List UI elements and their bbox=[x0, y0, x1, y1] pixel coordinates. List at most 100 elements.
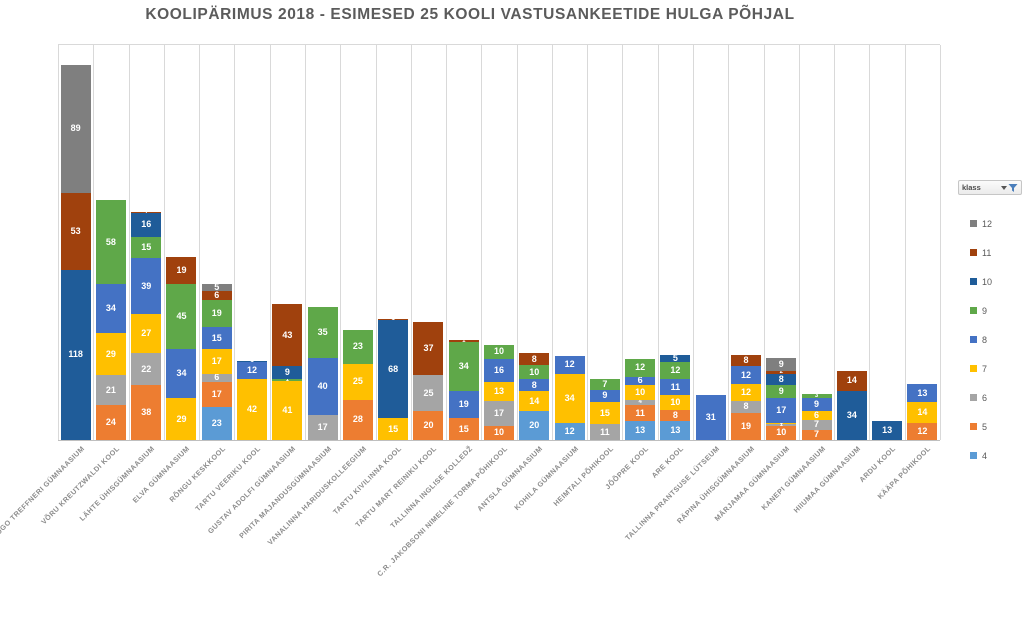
bar-segment[interactable]: 15 bbox=[378, 418, 409, 440]
bar-segment[interactable]: 1 bbox=[237, 360, 268, 363]
bar-segment[interactable]: 11 bbox=[660, 379, 691, 396]
bar-segment[interactable]: 8 bbox=[730, 401, 761, 413]
bar-segment[interactable]: 19 bbox=[166, 256, 197, 285]
bar-segment[interactable]: 8 bbox=[519, 353, 550, 365]
bar-segment[interactable]: 20 bbox=[413, 411, 444, 440]
bar-segment[interactable]: 12 bbox=[237, 362, 268, 380]
bar-segment[interactable]: 5 bbox=[660, 354, 691, 363]
stacked-bar[interactable]: 13 bbox=[872, 421, 903, 440]
stacked-bar[interactable]: 11 15 9 7 bbox=[589, 379, 620, 440]
bar-segment[interactable]: 3 bbox=[801, 393, 832, 399]
bar-segment[interactable]: 9 bbox=[766, 385, 797, 399]
bar-segment[interactable]: 34 bbox=[836, 390, 867, 440]
bar-segment[interactable]: 24 bbox=[95, 405, 126, 440]
stacked-bar[interactable]: 1011179829 bbox=[766, 357, 797, 440]
bar-segment[interactable]: 14 bbox=[519, 390, 550, 412]
stacked-bar[interactable]: 15 68 1 bbox=[378, 318, 409, 440]
bar-segment[interactable]: 68 bbox=[378, 320, 409, 419]
bar-segment[interactable]: 14 bbox=[907, 402, 938, 423]
bar-segment[interactable]: 34 bbox=[166, 349, 197, 399]
bar-segment[interactable]: 1 bbox=[766, 424, 797, 426]
stacked-bar[interactable]: 13 11 4 10 6 12 bbox=[625, 359, 656, 440]
bar-segment[interactable]: 41 bbox=[272, 380, 303, 440]
bar-segment[interactable]: 53 bbox=[60, 193, 91, 270]
bar-segment[interactable]: 9 bbox=[589, 389, 620, 403]
bar-segment[interactable]: 20 bbox=[519, 411, 550, 440]
stacked-bar[interactable]: 24 21 29 34 58 bbox=[95, 200, 126, 440]
stacked-bar[interactable]: 20 25 37 bbox=[413, 321, 444, 440]
stacked-bar[interactable]: 34 14 bbox=[836, 370, 867, 440]
bar-segment[interactable]: 6 bbox=[201, 291, 232, 301]
bar-segment[interactable]: 12 bbox=[660, 362, 691, 380]
bar-segment[interactable]: 12 bbox=[907, 422, 938, 440]
bar-segment[interactable]: 2 bbox=[766, 370, 797, 374]
stacked-bar[interactable]: 41 19 43 bbox=[272, 304, 303, 440]
bar-segment[interactable]: 10 bbox=[625, 385, 656, 400]
stacked-bar[interactable]: 42 12 1 bbox=[237, 360, 268, 440]
bar-segment[interactable]: 22 bbox=[131, 353, 162, 386]
bar-segment[interactable]: 9 bbox=[766, 357, 797, 371]
stacked-bar[interactable]: 19 8 12 12 8 bbox=[730, 354, 761, 440]
bar-segment[interactable]: 6 bbox=[801, 411, 832, 420]
bar-segment[interactable]: 1 bbox=[448, 340, 479, 342]
bar-segment[interactable]: 4 bbox=[625, 399, 656, 406]
bar-segment[interactable]: 1 bbox=[378, 318, 409, 321]
bar-segment[interactable]: 8 bbox=[730, 354, 761, 367]
bar-segment[interactable]: 118 bbox=[60, 269, 91, 440]
bar-segment[interactable]: 11 bbox=[625, 405, 656, 422]
legend-item-8[interactable]: 8 bbox=[958, 325, 1022, 354]
bar-segment[interactable]: 89 bbox=[60, 64, 91, 194]
bar-segment[interactable]: 14 bbox=[836, 370, 867, 391]
bar-segment[interactable]: 16 bbox=[484, 359, 515, 383]
bar-segment[interactable]: 29 bbox=[95, 333, 126, 376]
legend-item-6[interactable]: 6 bbox=[958, 383, 1022, 412]
bar-segment[interactable]: 11 bbox=[589, 424, 620, 440]
bar-segment[interactable]: 7 bbox=[589, 379, 620, 390]
bar-segment[interactable]: 12 bbox=[625, 359, 656, 377]
bar-segment[interactable]: 19 bbox=[448, 390, 479, 419]
bar-segment[interactable]: 12 bbox=[554, 422, 585, 440]
bar-segment[interactable]: 15 bbox=[448, 418, 479, 440]
stacked-bar[interactable]: 28 25 23 bbox=[342, 330, 373, 440]
bar-segment[interactable]: 16 bbox=[131, 213, 162, 237]
bar-segment[interactable]: 31 bbox=[695, 395, 726, 440]
bar-segment[interactable]: 34 bbox=[448, 341, 479, 391]
bar-segment[interactable]: 35 bbox=[307, 307, 338, 358]
bar-segment[interactable]: 28 bbox=[342, 399, 373, 440]
bar-segment[interactable]: 25 bbox=[342, 363, 373, 400]
legend-item-9[interactable]: 9 bbox=[958, 296, 1022, 325]
bar-segment[interactable]: 40 bbox=[307, 357, 338, 416]
bar-segment[interactable]: 9 bbox=[801, 398, 832, 412]
bar-segment[interactable]: 15 bbox=[131, 236, 162, 259]
bar-segment[interactable]: 17 bbox=[766, 398, 797, 423]
stacked-bar[interactable]: 17 40 35 bbox=[307, 307, 338, 440]
bar-segment[interactable]: 13 bbox=[625, 421, 656, 440]
bar-segment[interactable]: 1 bbox=[272, 379, 303, 381]
bar-segment[interactable]: 42 bbox=[237, 379, 268, 440]
bar-segment[interactable]: 9 bbox=[272, 366, 303, 380]
legend-item-4[interactable]: 4 bbox=[958, 441, 1022, 470]
stacked-bar[interactable]: 31 bbox=[695, 395, 726, 440]
bar-segment[interactable]: 13 bbox=[660, 421, 691, 440]
bar-segment[interactable]: 25 bbox=[413, 375, 444, 412]
legend-header[interactable]: klass bbox=[958, 180, 1022, 195]
funnel-filter-icon[interactable] bbox=[1008, 183, 1018, 193]
legend-item-10[interactable]: 10 bbox=[958, 267, 1022, 296]
stacked-bar[interactable]: 12 34 12 bbox=[554, 356, 585, 440]
bar-segment[interactable]: 12 bbox=[554, 356, 585, 374]
stacked-bar[interactable]: 15 19 34 1 bbox=[448, 340, 479, 440]
bar-segment[interactable]: 10 bbox=[660, 395, 691, 410]
bar-segment[interactable]: 45 bbox=[166, 284, 197, 350]
bar-segment[interactable]: 5 bbox=[201, 284, 232, 292]
bar-segment[interactable]: 34 bbox=[95, 284, 126, 334]
stacked-bar[interactable]: 118 53 89 bbox=[60, 64, 91, 440]
bar-segment[interactable]: 8 bbox=[766, 373, 797, 386]
bar-segment[interactable]: 38 bbox=[131, 385, 162, 440]
bar-segment[interactable]: 39 bbox=[131, 258, 162, 315]
stacked-bar[interactable]: 10 17 13 16 10 bbox=[484, 344, 515, 440]
bar-segment[interactable]: 8 bbox=[660, 409, 691, 422]
bar-segment[interactable]: 37 bbox=[413, 321, 444, 376]
bar-segment[interactable]: 6 bbox=[625, 376, 656, 386]
bar-segment[interactable]: 15 bbox=[589, 402, 620, 425]
bar-segment[interactable]: 1 bbox=[766, 422, 797, 425]
